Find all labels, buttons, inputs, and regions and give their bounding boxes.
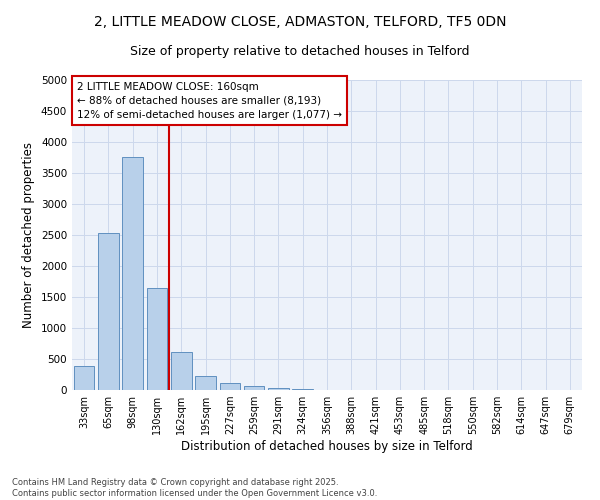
Bar xyxy=(268,388,289,390)
Bar xyxy=(122,157,143,390)
Bar xyxy=(74,366,94,390)
Bar xyxy=(244,386,265,390)
Text: 2, LITTLE MEADOW CLOSE, ADMASTON, TELFORD, TF5 0DN: 2, LITTLE MEADOW CLOSE, ADMASTON, TELFOR… xyxy=(94,15,506,29)
Text: Size of property relative to detached houses in Telford: Size of property relative to detached ho… xyxy=(130,45,470,58)
Bar xyxy=(98,232,119,390)
Y-axis label: Number of detached properties: Number of detached properties xyxy=(22,142,35,328)
Bar xyxy=(195,376,216,390)
Bar xyxy=(220,384,240,390)
Text: 2 LITTLE MEADOW CLOSE: 160sqm
← 88% of detached houses are smaller (8,193)
12% o: 2 LITTLE MEADOW CLOSE: 160sqm ← 88% of d… xyxy=(77,82,342,120)
Bar xyxy=(146,288,167,390)
Text: Contains HM Land Registry data © Crown copyright and database right 2025.
Contai: Contains HM Land Registry data © Crown c… xyxy=(12,478,377,498)
X-axis label: Distribution of detached houses by size in Telford: Distribution of detached houses by size … xyxy=(181,440,473,453)
Bar xyxy=(171,352,191,390)
